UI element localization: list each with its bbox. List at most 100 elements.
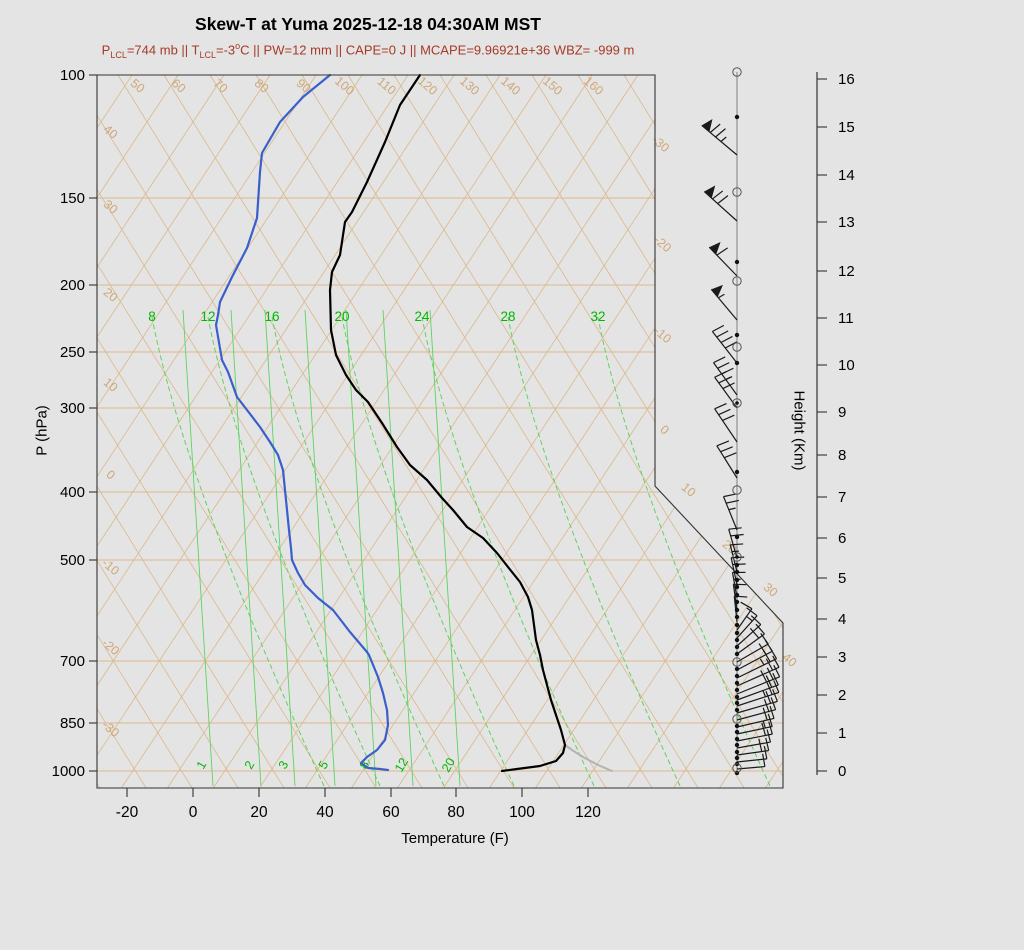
level-dot	[734, 644, 740, 650]
diagonal-up-line	[535, 75, 783, 788]
isotherm-label: 20	[720, 537, 740, 557]
wind-barb	[711, 324, 738, 364]
wind-barb	[736, 729, 772, 749]
full-barb	[716, 330, 729, 338]
wind-barb	[736, 737, 770, 756]
diagonal-down-line	[347, 75, 783, 788]
wind-barb	[736, 713, 773, 735]
wind-barb	[710, 284, 738, 321]
isotherm-label: 20	[101, 285, 121, 305]
wind-barb	[732, 583, 747, 611]
diagonal-up-line	[97, 75, 179, 788]
half-barb	[746, 616, 753, 622]
wind-barb	[736, 705, 775, 728]
half-barb	[718, 293, 725, 299]
full-barb	[760, 670, 768, 683]
isotherm-label: 80	[252, 76, 272, 96]
isotherm-label: -20	[99, 636, 122, 658]
level-dot	[734, 700, 740, 706]
full-barb	[773, 664, 781, 678]
level-circle	[732, 67, 742, 77]
half-barb	[762, 721, 766, 729]
full-barb	[726, 499, 739, 504]
pressure-tick-label: 150	[60, 190, 85, 207]
level-dot	[734, 729, 740, 735]
moist-adiabat-label: 20	[334, 309, 349, 324]
level-dot	[734, 584, 740, 590]
pressure-tick-label: 500	[60, 552, 85, 569]
diagonal-down-line	[485, 75, 783, 788]
plot-frame	[96, 74, 784, 789]
wind-barb	[736, 623, 765, 655]
level-dot	[734, 607, 740, 613]
parcel-curve	[564, 744, 613, 772]
level-circle	[732, 714, 742, 724]
height-tick-label: 1	[838, 725, 846, 742]
full-barb	[767, 713, 773, 727]
moisture-lines	[151, 309, 771, 787]
wind-barb	[736, 664, 781, 695]
height-tick-label: 3	[838, 649, 846, 666]
wind-barb	[736, 745, 768, 763]
moist-adiabat-line	[597, 316, 771, 787]
wind-barb	[716, 440, 738, 479]
isotherm-label: 40	[101, 122, 121, 142]
full-barb	[766, 667, 774, 680]
full-barb	[762, 753, 766, 767]
level-dot	[734, 360, 740, 366]
height-tick-label: 12	[838, 263, 855, 280]
temperature-tick-label: 20	[250, 804, 268, 821]
level-dot	[734, 723, 740, 729]
isotherm-label: 0	[657, 422, 671, 437]
moist-adiabat-line	[421, 316, 595, 787]
full-barb	[773, 680, 780, 693]
full-barb	[746, 607, 758, 617]
full-barb	[718, 408, 731, 416]
level-circle	[732, 657, 742, 667]
chart-annotation-line: PLCL=744 mb || TLCL=-3oC || PW=12 mm || …	[101, 41, 635, 60]
full-barb	[709, 123, 721, 133]
half-barb	[720, 136, 727, 142]
diagonal-up-line	[97, 75, 547, 788]
level-dot	[734, 592, 740, 598]
isotherm-label: 160	[581, 74, 606, 98]
mixing-ratio-line	[230, 309, 262, 787]
level-circle	[732, 763, 742, 773]
full-barb	[758, 738, 763, 752]
wind-barb	[736, 601, 753, 631]
full-barb	[772, 672, 779, 686]
full-barb	[768, 721, 773, 735]
height-tick-label: 7	[838, 489, 846, 506]
temperature-tick-label: 100	[509, 804, 535, 821]
height-tick-label: 15	[838, 119, 855, 136]
full-barb	[765, 675, 773, 688]
diagonal-down-line	[97, 75, 469, 788]
wind-barb	[736, 680, 780, 707]
level-circle	[732, 485, 742, 495]
height-tick-label: 5	[838, 570, 846, 587]
mixing-ratio-line	[345, 309, 377, 787]
temperature-curve	[328, 73, 567, 773]
height-tick-label: 13	[838, 214, 855, 231]
level-circle-dot	[732, 552, 742, 562]
level-dot	[734, 614, 740, 620]
diagonal-down-line	[715, 75, 783, 788]
level-dot	[734, 637, 740, 643]
diagonal-up-line	[97, 75, 363, 788]
moist-adiabat-label: 12	[200, 309, 215, 324]
full-barb	[712, 190, 724, 200]
wind-barb	[729, 543, 744, 573]
pennant	[711, 284, 723, 298]
full-barb	[765, 737, 770, 751]
isotherm-label: 30	[761, 580, 781, 600]
level-dot	[734, 577, 740, 583]
pressure-tick-label: 700	[60, 653, 85, 670]
wind-barb	[714, 403, 738, 443]
full-barb	[720, 335, 733, 344]
full-barb	[730, 543, 744, 546]
level-dot	[734, 469, 740, 475]
height-tick-label: 14	[838, 167, 855, 184]
diagonal-up-line	[97, 75, 409, 788]
